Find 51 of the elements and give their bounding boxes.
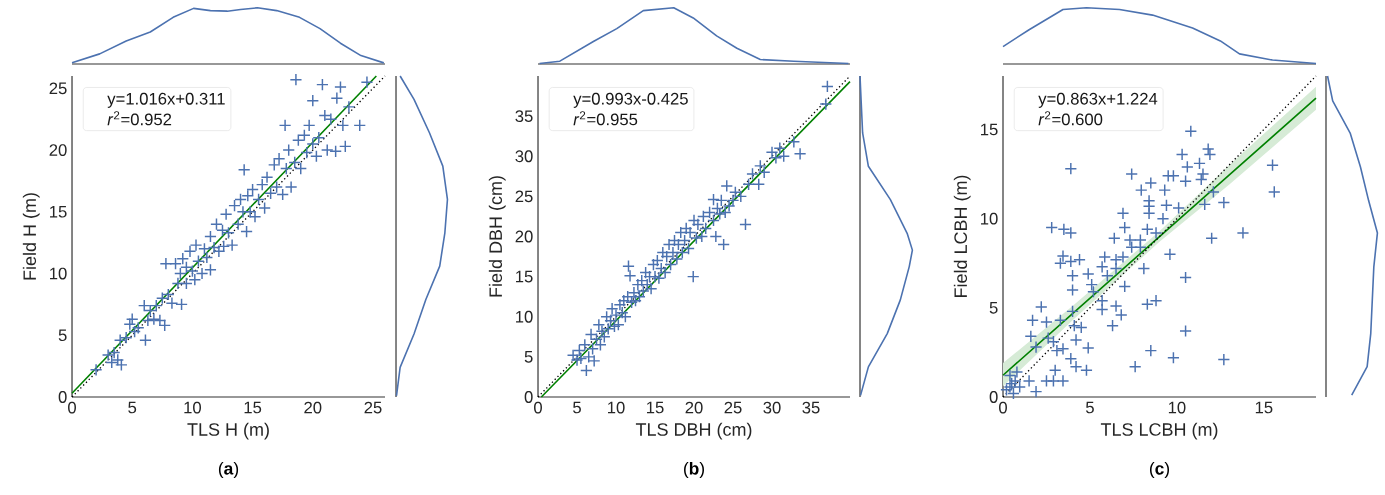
x-tick-label: 0 [68,401,76,414]
y-tick-label: 10 [981,212,998,225]
annotation: y=0.993x-0.425 [573,92,688,108]
x-axis-title: TLS LCBH (m) [1100,422,1218,440]
x-tick-label: 10 [1168,401,1186,414]
x-tick-label: 20 [685,401,703,414]
y-tick-label: 20 [515,230,533,243]
x-axis-title: TLS H (m) [187,422,269,440]
annotation: r$^{2}$=0.600 [1038,111,1103,126]
text: (a) [218,461,239,479]
y-tick-label: 5 [989,302,998,314]
x-tick-label: 15 [244,401,262,414]
x-tick-label: 0 [999,401,1007,414]
y-tick-label: 15 [516,270,533,283]
y-tick-label: 30 [515,150,533,163]
y-tick-label: 15 [981,123,998,136]
y-tick-label: 25 [515,190,533,203]
y-tick-label: 15 [50,205,67,218]
y-tick-label: 20 [49,144,67,156]
x-tick-label: 20 [304,401,322,414]
x-axis-title: TLS DBH (cm) [635,422,752,440]
y-tick-label: 5 [58,329,67,342]
y-axis-title: Field LCBH (m) [953,175,971,298]
x-tick-label: 35 [802,401,820,414]
y-tick-label: 10 [516,310,533,323]
text: (c) [1149,461,1170,479]
y-tick-label: 10 [50,267,67,280]
x-tick-label: 5 [128,401,137,414]
annotation: r$^{2}$=0.955 [573,111,638,126]
y-tick-label: 35 [515,110,533,123]
x-tick-label: 30 [763,401,781,414]
x-tick-label: 5 [573,401,581,414]
y-axis-title: Field H (m) [22,193,40,280]
x-tick-label: 15 [647,401,664,414]
x-tick-label: 5 [1085,401,1094,414]
x-tick-label: 15 [1255,401,1273,414]
annotation: y=0.863x+1.224 [1038,92,1158,108]
y-tick-label: 5 [524,351,533,363]
x-tick-label: 25 [364,401,382,414]
x-tick-label: 0 [534,401,542,414]
x-tick-label: 25 [724,401,742,414]
y-tick-label: 0 [524,391,533,403]
annotation: y=1.016x+0.311 [107,92,225,108]
y-tick-label: 0 [58,391,67,403]
annotation: r$^{2}$=0.952 [107,111,172,126]
x-tick-label: 10 [608,401,625,414]
y-axis-title: Field DBH (cm) [488,176,506,297]
text: (b) [684,461,705,479]
y-tick-label: 0 [989,391,998,403]
y-tick-label: 25 [49,82,67,95]
x-tick-label: 10 [184,401,202,414]
